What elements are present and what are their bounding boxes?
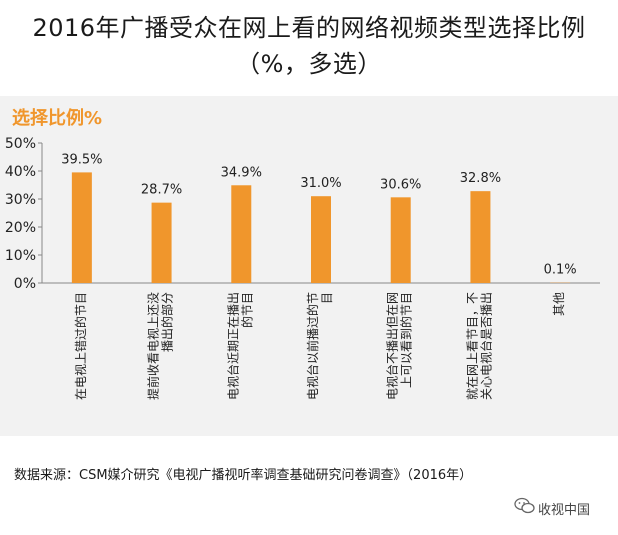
- x-tick-label: 电视台不播出但在网上可以看到的节目: [385, 292, 414, 400]
- panel-label: 选择比例%: [12, 108, 103, 129]
- bar-chart: 0% 10% 20% 30% 40% 50% 39.5% 28.7% 34.9% 31.0% 30.…: [5, 136, 600, 400]
- source-note: 数据来源：CSM媒介研究《电视广播视听率调查基础研究问卷调查》（2016年）: [14, 468, 473, 483]
- x-tick-label: 电视台以前播过的节目: [305, 292, 334, 400]
- data-label: 31.0%: [300, 176, 341, 191]
- data-label: 0.1%: [544, 263, 577, 278]
- y-tick-label: 0%: [14, 276, 36, 292]
- wechat-icon: [514, 497, 535, 514]
- chart-panel: [0, 96, 618, 436]
- data-label: 39.5%: [61, 152, 102, 167]
- bar: [231, 185, 252, 283]
- x-tick-label: 提前收看电视上还没播出的部分: [146, 292, 175, 400]
- bar: [470, 191, 491, 283]
- chart-subtitle: （%，多选）: [236, 50, 382, 78]
- data-label: 34.9%: [221, 165, 262, 180]
- data-label: 28.7%: [141, 183, 182, 198]
- y-tick-label: 50%: [5, 136, 36, 152]
- y-tick-label: 20%: [5, 220, 36, 236]
- watermark-text: 收视中国: [538, 503, 591, 518]
- chart-title: 2016年广播受众在网上看的网络视频类型选择比例: [32, 14, 586, 42]
- y-tick-label: 40%: [5, 164, 36, 180]
- bar: [390, 197, 411, 283]
- y-tick-label: 10%: [5, 248, 36, 264]
- x-tick-label: 就在网上看节目，不关心电视台是否播出: [465, 292, 493, 400]
- x-tick-label: 电视台近期正在播出的节目: [225, 292, 254, 400]
- x-tick-label: 在电视上错过的节目: [73, 292, 88, 400]
- y-tick-label: 30%: [5, 192, 36, 208]
- x-tick-label: 其他: [552, 292, 566, 316]
- data-label: 32.8%: [460, 171, 501, 186]
- data-label: 30.6%: [380, 177, 421, 192]
- bar: [311, 196, 331, 283]
- bar: [151, 202, 172, 283]
- bar: [71, 172, 92, 283]
